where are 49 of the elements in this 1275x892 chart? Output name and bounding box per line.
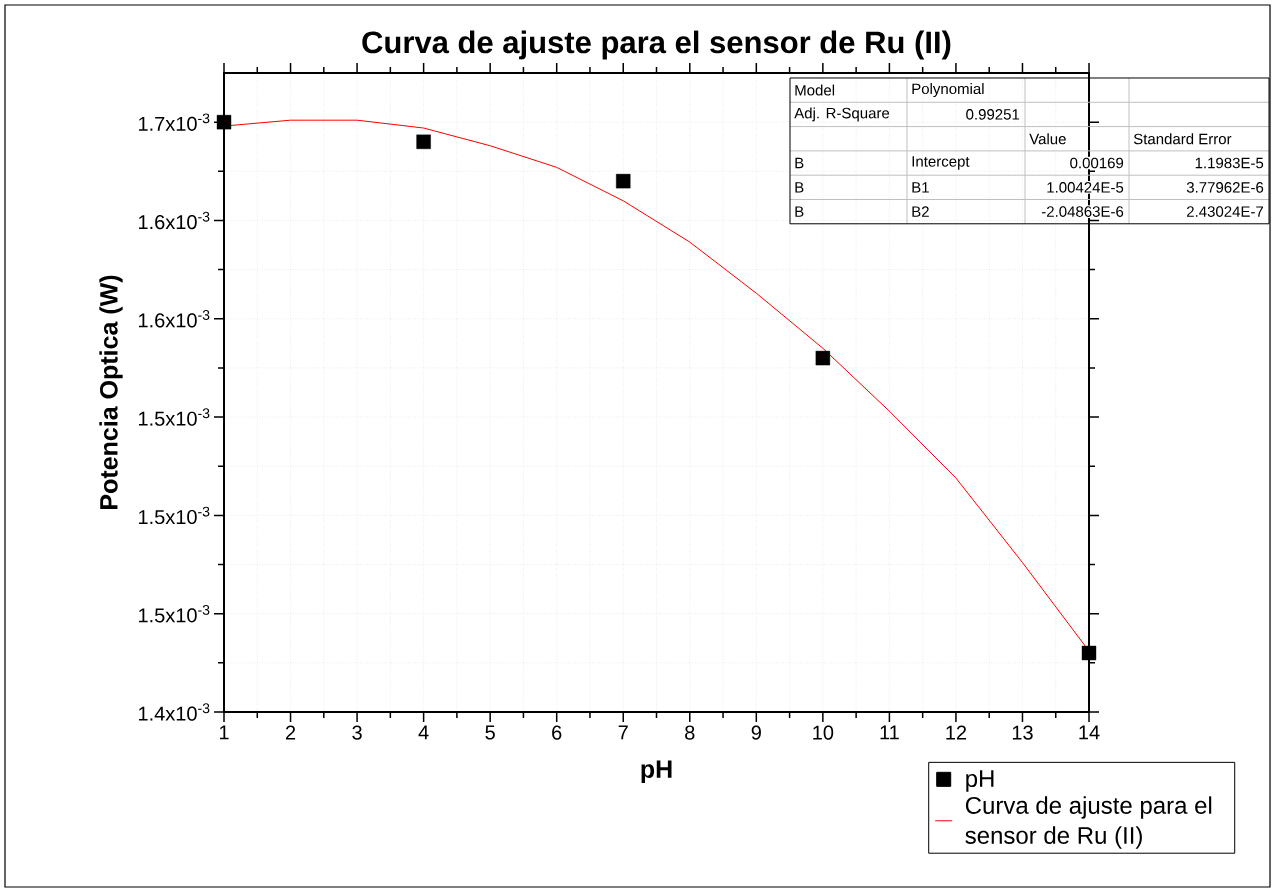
- annotation: Intercept: [912, 156, 970, 170]
- x-tick-label: 8: [685, 725, 695, 740]
- x-tick-label: 1: [219, 725, 229, 740]
- text: Standard Error: [1133, 133, 1232, 145]
- annotation: 1.00424E-5: [1047, 182, 1124, 193]
- x-tick-label: 4: [418, 725, 429, 740]
- x-tick-label: 3: [352, 725, 362, 740]
- x-tick-label: 12: [946, 725, 967, 740]
- point: [1081, 645, 1097, 661]
- y-axis-title: Potencia Optica (W): [99, 275, 123, 509]
- y-tick-label: 1.6x10$^{-3}$: [139, 211, 210, 230]
- annotation: B2: [912, 206, 929, 217]
- x-tick-label: 2: [285, 725, 296, 740]
- legend-label: pH: [966, 770, 994, 792]
- y-tick-label: 1.5x10$^{-3}$: [139, 604, 210, 623]
- y-tick-label: 1.4x10$^{-3}$: [139, 703, 210, 721]
- legend-label: Curva de ajuste para el sensor de Ru (II): [965, 796, 1212, 849]
- chart-title: Curva de ajuste para el sensor de Ru (II): [362, 30, 951, 60]
- annotation: B1: [912, 182, 929, 193]
- x-tick-label: 11: [880, 725, 899, 740]
- annotation: -2.04863E-6: [1041, 206, 1124, 217]
- text: 3.77962E-6: [1186, 182, 1264, 193]
- x-tick-label: 10: [813, 725, 834, 740]
- point: [616, 173, 631, 189]
- y-tick-label: 1.7x10$^{-3}$: [139, 113, 210, 131]
- y-tick-label: 1.5x10$^{-3}$: [139, 506, 210, 525]
- annotation: Adj. R-Square: [794, 107, 890, 122]
- x-tick-label: 5: [485, 725, 495, 740]
- y-tick-label: 1.5x10$^{-3}$: [139, 408, 210, 426]
- y-tick-label: 1.6x10$^{-3}$: [139, 310, 210, 328]
- annotation: 0.99251: [966, 109, 1020, 120]
- point: [416, 134, 431, 150]
- annotation: B: [795, 206, 804, 217]
- text: 2.43024E-7: [1187, 206, 1264, 217]
- annotation: Model: [795, 84, 835, 96]
- text: 1.1983E-5: [1195, 157, 1264, 169]
- x-axis-title: pH: [641, 760, 672, 783]
- x-tick-label: 9: [751, 725, 761, 740]
- annotation: Value: [1029, 133, 1066, 145]
- annotation: B: [795, 157, 804, 169]
- annotation: Polynomial: [912, 83, 984, 98]
- annotation: B: [795, 182, 804, 193]
- point: [815, 350, 831, 366]
- x-tick-label: 14: [1079, 725, 1100, 740]
- x-tick-label: 7: [618, 725, 628, 740]
- x-tick-label: 13: [1012, 725, 1033, 740]
- point: [216, 114, 232, 130]
- annotation: 0.00169: [1070, 157, 1124, 169]
- x-tick-label: 6: [552, 725, 562, 740]
